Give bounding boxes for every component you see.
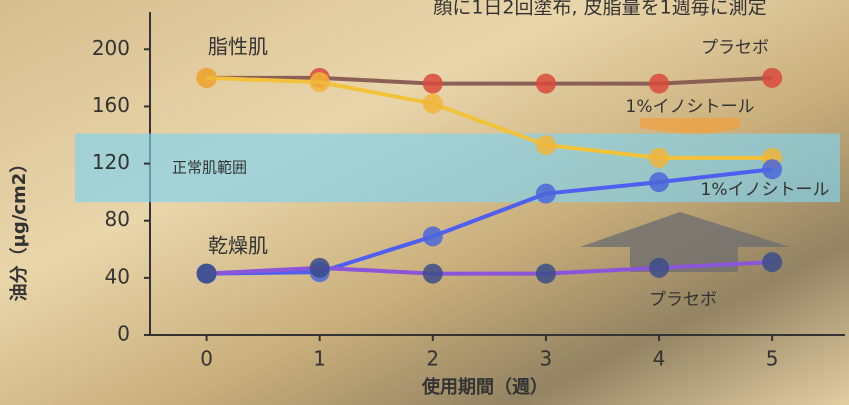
data-point (197, 68, 217, 88)
series-label: 1%イノシトール (626, 97, 755, 117)
y-tick-label: 160 (92, 93, 130, 117)
series-label: プラセボ (649, 290, 717, 310)
y-tick-label: 120 (92, 150, 130, 174)
x-axis-label: 使用期間（週） (421, 377, 548, 398)
data-point (310, 72, 330, 92)
x-tick-label: 5 (766, 347, 779, 371)
x-tick-label: 3 (540, 347, 553, 371)
x-tick-label: 4 (653, 347, 666, 371)
y-axis-label: 油分（μg/cm2） (8, 155, 30, 302)
page: {"chart_data":{"type":"line", "title":"顔… (0, 0, 849, 405)
y-tick-label: 0 (117, 322, 130, 346)
data-point (762, 252, 782, 272)
data-point (649, 74, 669, 94)
data-point (423, 264, 443, 284)
data-point (423, 226, 443, 246)
data-point (762, 159, 782, 179)
data-point (536, 264, 556, 284)
data-point (310, 258, 330, 278)
band-label: 正常肌範囲 (172, 158, 247, 176)
x-tick-label: 0 (200, 347, 213, 371)
data-point (536, 74, 556, 94)
y-tick-label: 200 (92, 36, 130, 60)
y-tick-label: 80 (105, 207, 130, 231)
data-point (536, 184, 556, 204)
data-point (423, 94, 443, 114)
data-point (649, 148, 669, 168)
chart: 顔に1日2回塗布, 皮脂量を1週毎に測定 使用期間（週） 油分（μg/cm2） … (0, 0, 849, 405)
x-tick-label: 2 (426, 347, 439, 371)
series-label: 1%イノシトール (701, 180, 830, 200)
group-label: 乾燥肌 (208, 234, 268, 258)
data-point (649, 172, 669, 192)
chart-title: 顔に1日2回塗布, 皮脂量を1週毎に測定 (433, 0, 766, 19)
data-point (762, 68, 782, 88)
data-point (423, 74, 443, 94)
data-point (649, 258, 669, 278)
data-point (536, 135, 556, 155)
series-label: プラセボ (701, 38, 769, 58)
y-tick-label: 40 (105, 264, 130, 288)
group-label: 脂性肌 (208, 35, 268, 59)
x-tick-label: 1 (313, 347, 326, 371)
data-point (197, 264, 217, 284)
